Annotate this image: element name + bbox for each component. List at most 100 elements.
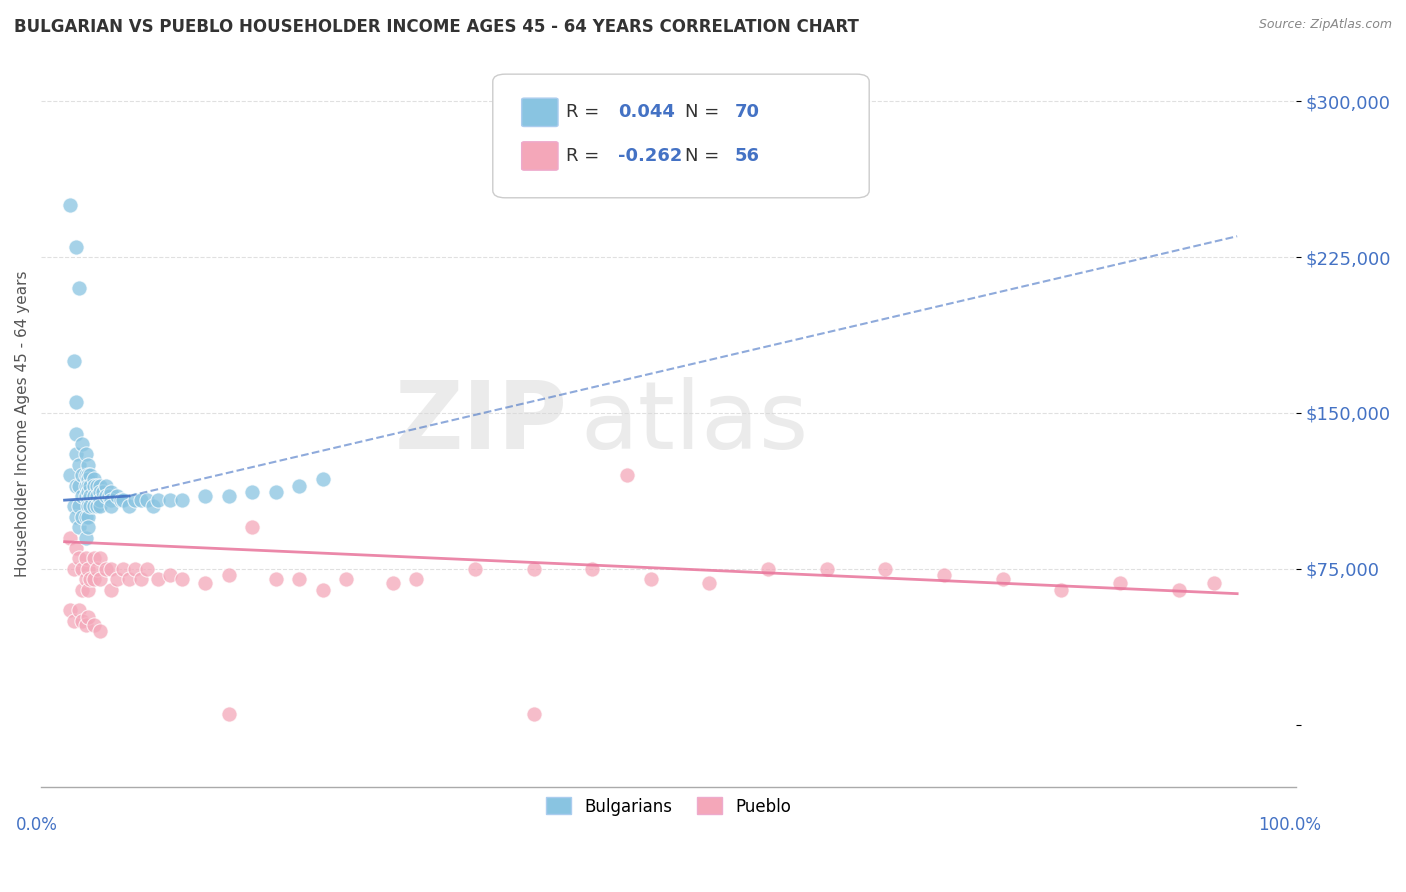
Point [77,484,100,499]
Point [288,478,311,492]
Point [77,468,100,483]
Point [67,603,90,617]
Point [83,500,105,514]
Text: -0.262: -0.262 [619,146,683,165]
Point [1109,576,1132,591]
Text: N =: N = [685,146,724,165]
Point [98,489,121,503]
Point [75,489,97,503]
Point [77,500,100,514]
Point [105,489,128,503]
Point [194,489,217,503]
Point [67,458,90,472]
Point [311,582,333,597]
Point [1202,576,1225,591]
Point [124,562,146,576]
FancyBboxPatch shape [522,98,558,127]
Point [264,484,287,499]
Point [59,603,82,617]
Point [89,500,111,514]
Point [311,472,333,486]
Point [756,562,779,576]
Point [83,478,105,492]
Point [75,447,97,461]
Point [381,576,404,591]
Text: Source: ZipAtlas.com: Source: ZipAtlas.com [1258,18,1392,31]
Point [105,572,128,586]
Point [75,617,97,632]
Point [86,489,108,503]
Point [75,531,97,545]
Point [91,484,114,499]
Point [86,478,108,492]
Point [77,493,100,508]
Point [1167,582,1189,597]
Point [63,500,86,514]
Point [77,472,100,486]
Point [405,572,427,586]
Point [218,489,240,503]
Point [70,562,93,576]
Point [67,520,90,534]
Point [77,520,100,534]
Point [218,707,240,722]
Point [89,484,111,499]
Point [616,468,638,483]
FancyBboxPatch shape [522,142,558,170]
Point [77,562,100,576]
Point [65,541,87,555]
Point [100,493,122,508]
Point [110,493,132,508]
Point [86,500,108,514]
Point [815,562,838,576]
Point [640,572,662,586]
Point [991,572,1014,586]
Point [83,489,105,503]
Point [89,493,111,508]
Point [118,500,141,514]
Point [932,568,955,582]
Point [288,572,311,586]
Point [79,572,101,586]
Point [67,500,90,514]
Point [65,447,87,461]
Point [89,551,111,566]
Point [1050,582,1073,597]
Point [135,562,157,576]
Point [70,582,93,597]
Point [129,572,152,586]
Point [70,489,93,503]
Point [335,572,357,586]
Point [141,500,163,514]
Point [118,572,141,586]
Point [75,468,97,483]
Y-axis label: Householder Income Ages 45 - 64 years: Householder Income Ages 45 - 64 years [15,270,30,576]
Point [83,617,105,632]
Text: 0.044: 0.044 [619,103,675,121]
Point [100,562,122,576]
Point [875,562,897,576]
Point [67,281,90,295]
Point [170,493,193,508]
Point [240,520,263,534]
Point [77,509,100,524]
Point [264,572,287,586]
Point [581,562,603,576]
Point [699,576,721,591]
Point [70,468,93,483]
Point [159,568,181,582]
Point [94,489,117,503]
Point [70,614,93,628]
Text: ZIP: ZIP [395,377,568,469]
Text: 56: 56 [735,146,759,165]
Point [124,493,146,508]
Point [148,493,170,508]
Point [523,707,546,722]
Point [83,551,105,566]
Point [464,562,486,576]
Point [129,493,152,508]
Point [65,395,87,409]
Point [79,478,101,492]
Point [100,484,122,499]
Point [170,572,193,586]
